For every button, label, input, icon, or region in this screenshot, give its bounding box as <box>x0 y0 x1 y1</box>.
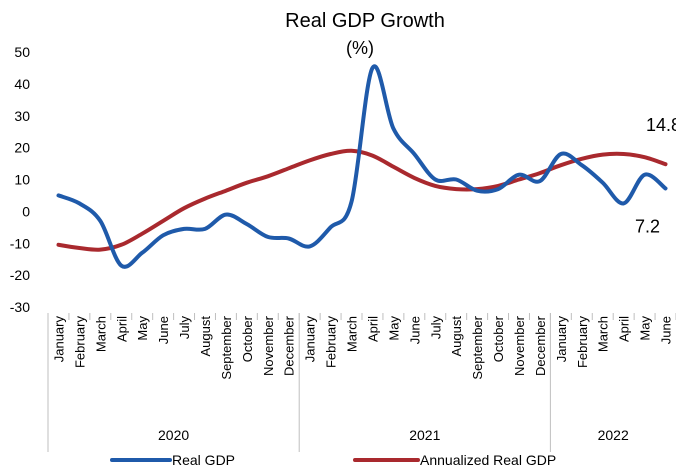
x-tick-label: November <box>261 315 276 376</box>
y-tick-label: 40 <box>14 76 30 92</box>
x-tick-label: August <box>198 316 213 357</box>
x-tick-label: May <box>386 316 401 341</box>
y-tick-label: 10 <box>14 172 30 188</box>
year-label: 2020 <box>158 427 189 443</box>
x-tick-label: January <box>554 316 569 363</box>
x-tick-label: February <box>72 316 87 369</box>
x-tick-label: March <box>596 316 611 352</box>
y-tick-label: 20 <box>14 140 30 156</box>
x-tick-label: November <box>512 315 527 376</box>
data-label: 7.2 <box>635 216 660 236</box>
x-tick-label: October <box>491 315 506 362</box>
x-tick-label: March <box>345 316 360 352</box>
legend-label: Annualized Real GDP <box>420 452 556 468</box>
series-layer <box>56 64 668 269</box>
y-tick-label: 50 <box>14 44 30 60</box>
x-tick-label: April <box>365 316 380 342</box>
chart-subtitle: (%) <box>346 38 374 58</box>
x-tick-label: March <box>93 316 108 352</box>
x-tick-label: July <box>177 316 192 340</box>
x-tick-label: December <box>533 315 548 376</box>
y-tick-label: 0 <box>22 203 30 219</box>
x-tick-label: June <box>659 316 674 344</box>
legend: Real GDP Annualized Real GDP <box>110 452 556 468</box>
chart-title: Real GDP Growth <box>285 10 445 32</box>
series-line-annualized-real-gdp <box>56 148 668 252</box>
y-tick-label: -20 <box>10 267 30 283</box>
x-tick-label: January <box>303 316 318 363</box>
x-tick-label: June <box>407 316 422 344</box>
y-tick-label: 30 <box>14 108 30 124</box>
x-tick-label: December <box>282 315 297 376</box>
year-label: 2022 <box>598 427 629 443</box>
x-tick-label: February <box>324 316 339 369</box>
x-tick-label: April <box>114 316 129 342</box>
labels-layer: 14.8 7.2 <box>635 115 676 236</box>
x-tick-label: September <box>470 315 485 379</box>
year-label: 2021 <box>409 427 440 443</box>
x-tick-label: January <box>51 316 66 363</box>
x-tick-label: September <box>219 315 234 379</box>
x-tick-label: May <box>135 316 150 341</box>
y-tick-label: -10 <box>10 235 30 251</box>
x-tick-label: July <box>428 316 443 340</box>
x-tick-label: April <box>617 316 632 342</box>
x-tick-label: August <box>449 316 464 357</box>
x-tick-label: May <box>638 316 653 341</box>
data-label: 14.8 <box>646 115 676 135</box>
x-tick-label: June <box>156 316 171 344</box>
series-line-real-gdp <box>56 64 668 269</box>
y-tick-label: -30 <box>10 299 30 315</box>
x-tick-label: February <box>575 316 590 369</box>
legend-label: Real GDP <box>172 452 235 468</box>
x-tick-label: October <box>240 315 255 362</box>
axes: -30 -20 -10 0 10 20 30 40 50 January February March… <box>10 44 676 452</box>
